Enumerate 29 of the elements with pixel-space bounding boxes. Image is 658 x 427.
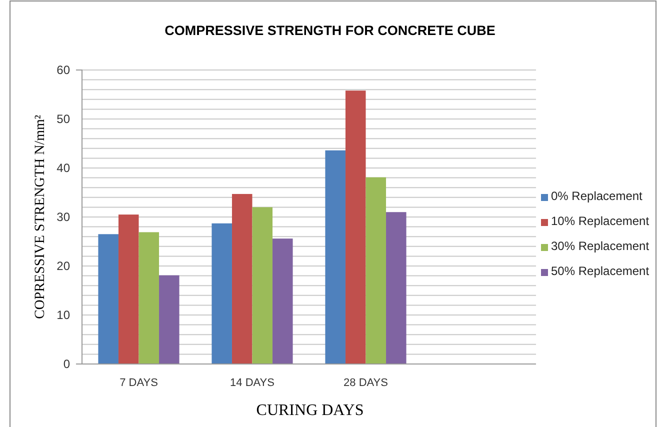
y-tick-label: 30 bbox=[56, 210, 70, 224]
legend-label: 50% Replacement bbox=[551, 264, 650, 278]
bar bbox=[325, 150, 346, 364]
x-axis-title: CURING DAYS bbox=[256, 402, 364, 419]
bar bbox=[98, 234, 118, 364]
x-tick-label: 14 DAYS bbox=[230, 376, 274, 389]
x-tick-label: 28 DAYS bbox=[344, 376, 388, 389]
chart-title: COMPRESSIVE STRENGTH FOR CONCRETE CUBE bbox=[164, 23, 496, 38]
legend-label: 10% Replacement bbox=[551, 214, 650, 228]
bar bbox=[212, 223, 232, 364]
x-tick-label: 7 DAYS bbox=[120, 376, 158, 389]
bar bbox=[386, 212, 406, 364]
bar bbox=[232, 194, 252, 364]
y-tick-label: 50 bbox=[56, 112, 70, 126]
y-tick-label: 40 bbox=[56, 160, 70, 175]
bar bbox=[159, 275, 180, 364]
y-axis-title: COPRESSIVE STRENGTH N/mm² bbox=[33, 114, 48, 320]
y-tick-label: 0 bbox=[63, 356, 70, 371]
bar bbox=[118, 214, 139, 364]
legend-label: 30% Replacement bbox=[551, 239, 650, 253]
y-tick-label: 10 bbox=[56, 308, 70, 322]
bar bbox=[252, 207, 273, 364]
y-tick-label: 60 bbox=[56, 62, 70, 77]
y-tick-label: 20 bbox=[56, 258, 70, 273]
legend-label: 0% Replacement bbox=[551, 189, 644, 203]
bar bbox=[345, 90, 366, 364]
bar bbox=[138, 232, 160, 364]
bar bbox=[272, 238, 293, 364]
bar bbox=[366, 177, 386, 364]
